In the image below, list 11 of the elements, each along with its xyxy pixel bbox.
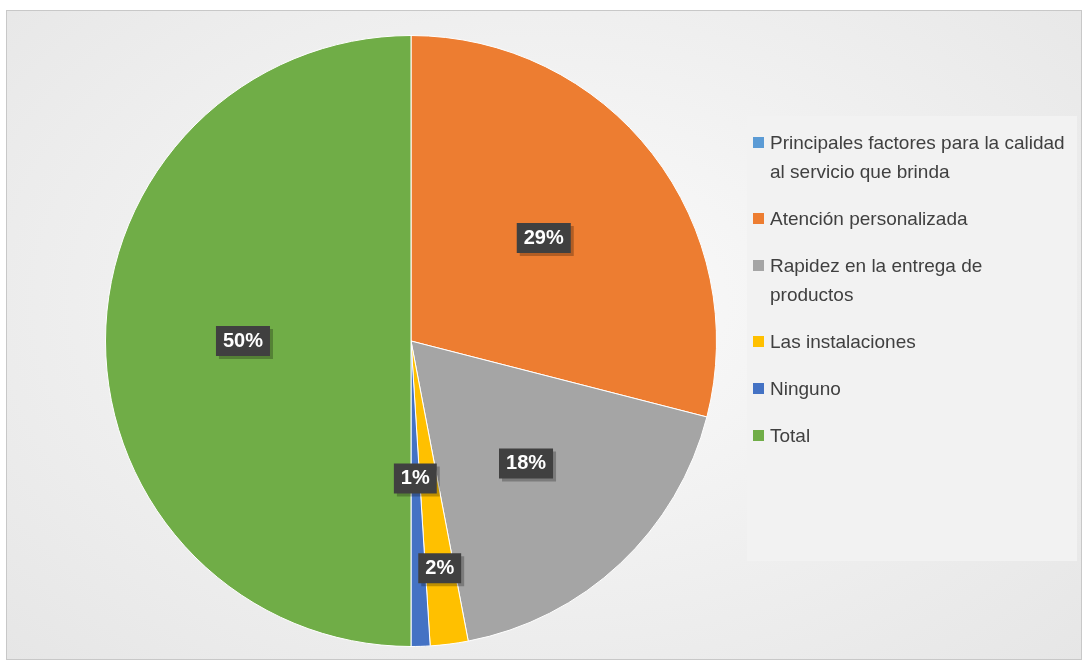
data-label: 1% — [400, 465, 430, 488]
legend-label: Rapidez en la entrega de productos — [770, 254, 984, 307]
data-label: 29% — [523, 225, 564, 248]
data-label: 50% — [222, 328, 264, 351]
legend-label: Total — [770, 424, 811, 448]
legend-label: Las instalaciones — [770, 330, 916, 354]
data-label: 18% — [506, 451, 547, 473]
legend-label: Ninguno — [770, 377, 841, 401]
legend-label: Atención personalizada — [770, 207, 968, 231]
legend-label: Principales factores para la calidad al servicio que brinda — [770, 131, 1066, 184]
data-label: 2% — [425, 555, 455, 578]
